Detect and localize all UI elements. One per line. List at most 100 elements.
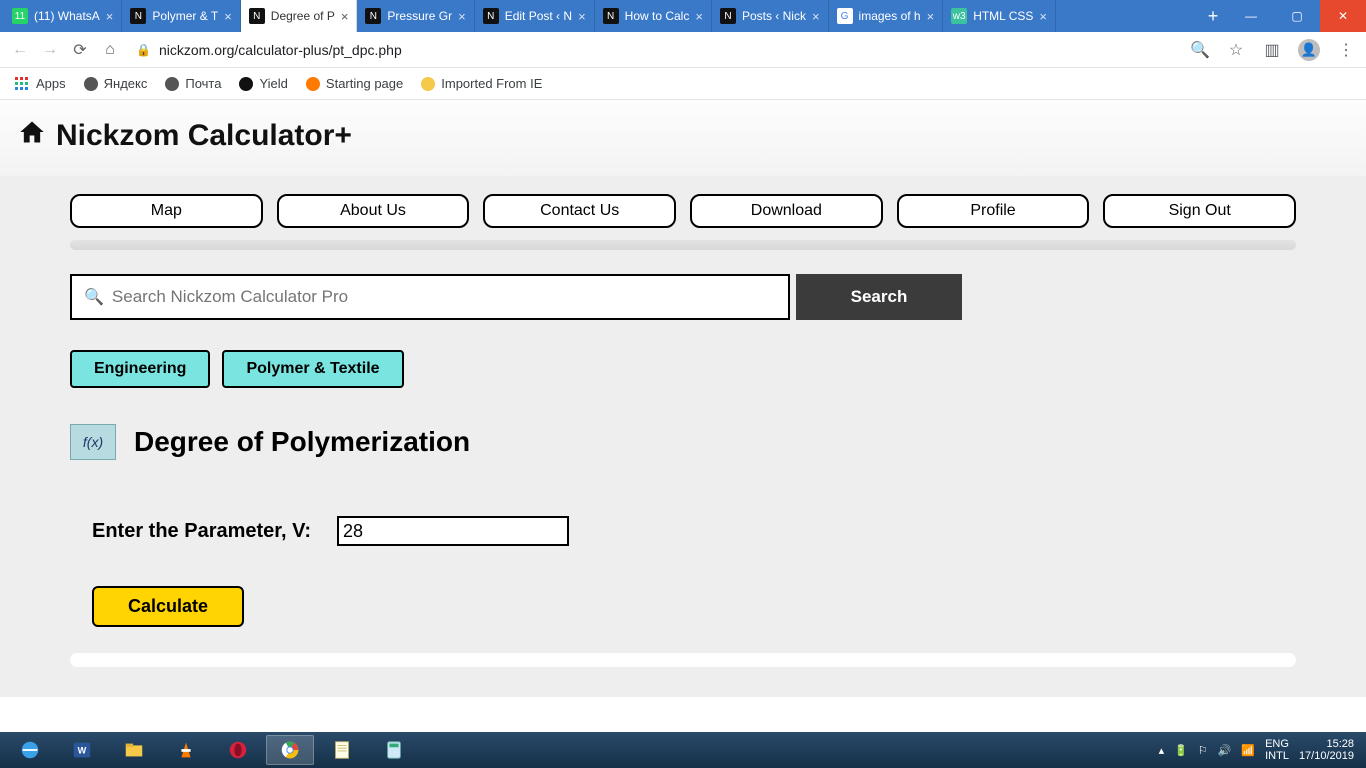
profile-avatar[interactable]: 👤 — [1298, 39, 1320, 61]
page-header: Nickzom Calculator+ — [0, 100, 1366, 176]
breadcrumb: Engineering Polymer & Textile — [70, 350, 1296, 388]
zoom-icon[interactable]: 🔍 — [1190, 40, 1210, 60]
browser-tab[interactable]: N Edit Post ‹ N × — [475, 0, 595, 32]
new-tab-button[interactable]: + — [1198, 0, 1228, 32]
url-text: nickzom.org/calculator-plus/pt_dpc.php — [159, 42, 402, 58]
bookmark-label: Яндекс — [104, 76, 148, 91]
tray-flag-icon[interactable]: ⚐ — [1198, 744, 1208, 757]
task-explorer[interactable] — [110, 735, 158, 765]
extension-icon[interactable]: ▥ — [1262, 40, 1282, 60]
browser-tab[interactable]: N Pressure Gr × — [357, 0, 474, 32]
tab-close-icon[interactable]: × — [695, 9, 703, 24]
tab-close-icon[interactable]: × — [224, 9, 232, 24]
search-button[interactable]: Search — [796, 274, 962, 320]
window-close[interactable]: ✕ — [1320, 0, 1366, 32]
divider — [70, 653, 1296, 667]
task-calc[interactable] — [370, 735, 418, 765]
bookmark-favicon — [306, 77, 320, 91]
nav-item[interactable]: Contact Us — [483, 194, 676, 228]
tray-lang[interactable]: ENG INTL — [1265, 738, 1289, 762]
tab-close-icon[interactable]: × — [458, 9, 466, 24]
tray-battery-icon[interactable]: 🔋 — [1174, 744, 1188, 757]
tray-clock[interactable]: 15:28 17/10/2019 — [1299, 738, 1354, 762]
tray-network-icon[interactable]: 📶 — [1241, 744, 1255, 757]
nav-item[interactable]: About Us — [277, 194, 470, 228]
browser-tab[interactable]: G images of h × — [829, 0, 944, 32]
tab-favicon: N — [249, 8, 265, 24]
search-input[interactable] — [112, 287, 776, 307]
kebab-menu-icon[interactable]: ⋮ — [1336, 40, 1356, 60]
tab-close-icon[interactable]: × — [341, 9, 349, 24]
tab-close-icon[interactable]: × — [1039, 9, 1047, 24]
parameter-input[interactable] — [337, 516, 569, 546]
tab-close-icon[interactable]: × — [578, 9, 586, 24]
bookmark-item[interactable]: Яндекс — [84, 76, 148, 91]
omnibox[interactable]: 🔒 nickzom.org/calculator-plus/pt_dpc.php — [136, 42, 402, 58]
tray-chevron-icon[interactable]: ▴ — [1159, 744, 1165, 757]
nav-home[interactable]: ⌂ — [100, 41, 120, 59]
task-notepad[interactable] — [318, 735, 366, 765]
tab-label: Posts ‹ Nick — [742, 9, 806, 23]
nav-item[interactable]: Sign Out — [1103, 194, 1296, 228]
page-body: Map About Us Contact Us Download Profile Sign… — [0, 176, 1366, 697]
tab-close-icon[interactable]: × — [812, 9, 820, 24]
search-icon: 🔍 — [84, 287, 104, 307]
nav-item[interactable]: Map — [70, 194, 263, 228]
tab-close-icon[interactable]: × — [106, 9, 114, 24]
tray-volume-icon[interactable]: 🔊 — [1218, 744, 1232, 757]
task-opera[interactable] — [214, 735, 262, 765]
nav-forward[interactable]: → — [40, 41, 60, 59]
bookmark-star-icon[interactable]: ☆ — [1226, 40, 1246, 60]
task-chrome[interactable] — [266, 735, 314, 765]
search-box[interactable]: 🔍 — [70, 274, 790, 320]
breadcrumb-item[interactable]: Engineering — [70, 350, 210, 388]
fx-icon: f(x) — [70, 424, 116, 460]
bookmark-item[interactable]: Starting page — [306, 76, 403, 91]
nav-reload[interactable]: ⟳ — [70, 40, 90, 60]
nav-back[interactable]: ← — [10, 41, 30, 59]
tab-favicon: N — [365, 8, 381, 24]
nav-item[interactable]: Download — [690, 194, 883, 228]
tab-label: images of h — [859, 9, 921, 23]
svg-text:W: W — [78, 746, 87, 756]
tab-label: Pressure Gr — [387, 9, 452, 23]
task-vlc[interactable] — [162, 735, 210, 765]
tab-favicon: w3 — [951, 8, 967, 24]
bookmark-label: Imported From IE — [441, 76, 542, 91]
site-title-row: Nickzom Calculator+ — [18, 118, 1348, 154]
tab-close-icon[interactable]: × — [927, 9, 935, 24]
bookmark-favicon — [165, 77, 179, 91]
page-viewport: Nickzom Calculator+ Map About Us Contact U… — [0, 100, 1366, 732]
bookmark-label: Apps — [36, 76, 66, 91]
tray-date: 17/10/2019 — [1299, 750, 1354, 762]
task-word[interactable]: W — [58, 735, 106, 765]
nav-item[interactable]: Profile — [897, 194, 1090, 228]
apps-grid-icon[interactable]: Apps — [14, 76, 66, 92]
browser-tab[interactable]: N Polymer & T × — [122, 0, 240, 32]
tray-lang2: INTL — [1265, 750, 1289, 762]
bookmark-item[interactable]: Yield — [239, 76, 287, 91]
browser-tab[interactable]: N How to Calc × — [595, 0, 712, 32]
parameter-row: Enter the Parameter, V: — [92, 516, 1296, 546]
tab-label: Degree of P — [271, 9, 335, 23]
search-row: 🔍 Search — [70, 274, 1296, 320]
bookmark-item[interactable]: Почта — [165, 76, 221, 91]
window-minimize[interactable]: — — [1228, 0, 1274, 32]
grid-icon — [14, 76, 30, 92]
tab-favicon: G — [837, 8, 853, 24]
main-nav: Map About Us Contact Us Download Profile Sign… — [70, 194, 1296, 228]
tab-label: How to Calc — [625, 9, 690, 23]
calculate-button[interactable]: Calculate — [92, 586, 244, 627]
task-ie[interactable] — [6, 735, 54, 765]
section-heading: f(x) Degree of Polymerization — [70, 424, 1296, 460]
bookmark-item[interactable]: Imported From IE — [421, 76, 542, 91]
browser-tab[interactable]: N Degree of P × — [241, 0, 358, 32]
tab-label: Edit Post ‹ N — [505, 9, 572, 23]
system-tray[interactable]: ▴ 🔋 ⚐ 🔊 📶 ENG INTL 15:28 17/10/2019 — [1159, 738, 1360, 762]
breadcrumb-item[interactable]: Polymer & Textile — [222, 350, 403, 388]
browser-tab[interactable]: N Posts ‹ Nick × — [712, 0, 829, 32]
browser-tab[interactable]: w3 HTML CSS × — [943, 0, 1056, 32]
tab-label: Polymer & T — [152, 9, 218, 23]
browser-tab[interactable]: 11 (11) WhatsA × — [4, 0, 122, 32]
window-maximize[interactable]: ▢ — [1274, 0, 1320, 32]
